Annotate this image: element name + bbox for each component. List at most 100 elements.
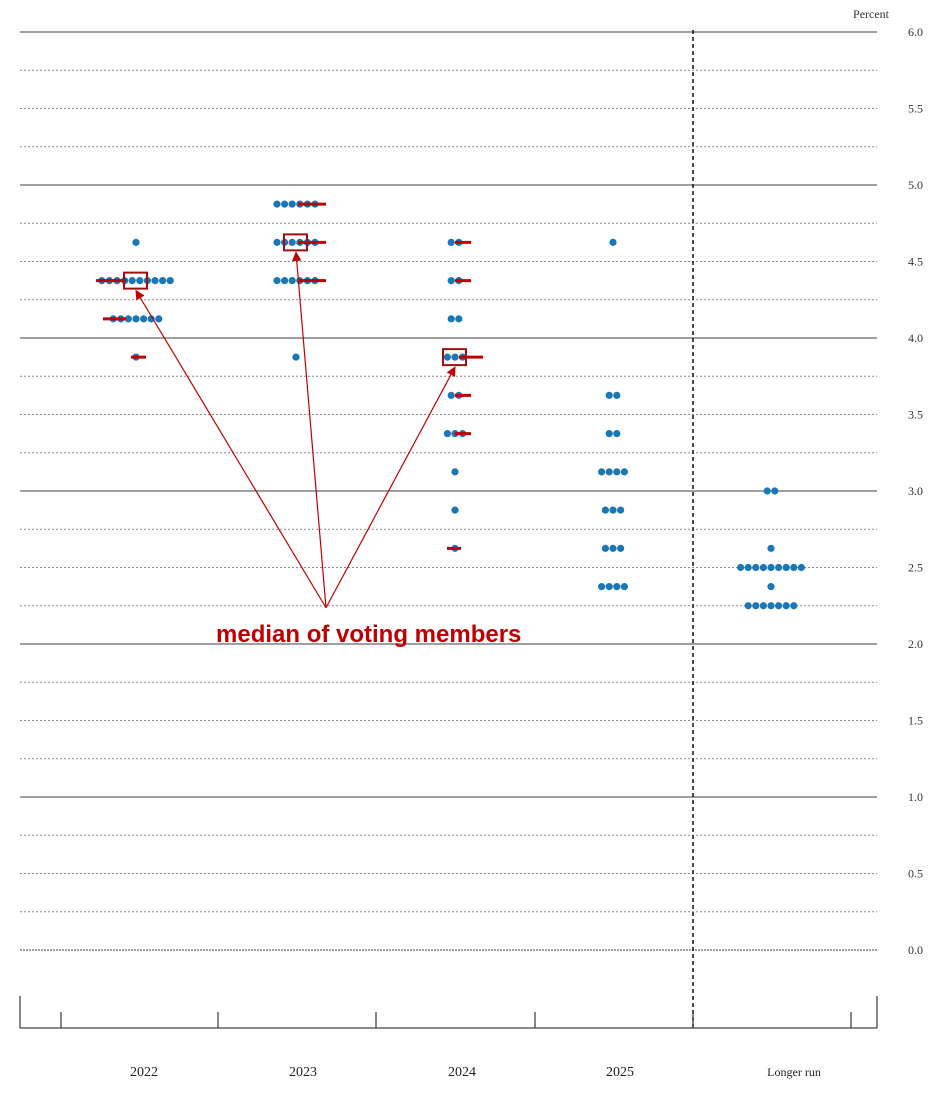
- dot-2023: [292, 353, 300, 361]
- y-tick-label: 3.5: [908, 408, 923, 422]
- annotation-arrow: [135, 289, 327, 609]
- dot-longer-run: [782, 563, 790, 572]
- dot-2022: [151, 277, 159, 285]
- dot-2024: [447, 277, 455, 285]
- dot-2022: [136, 277, 144, 285]
- dot-2024: [451, 468, 459, 476]
- x-category-label: 2023: [289, 1065, 317, 1080]
- dot-2024: [443, 430, 451, 438]
- dot-2022: [140, 315, 148, 323]
- y-tick-label: 1.0: [908, 790, 923, 804]
- y-tick-label: 6.0: [908, 25, 923, 39]
- dot-longer-run: [790, 563, 798, 572]
- dot-2025: [617, 544, 625, 552]
- dot-2025: [598, 583, 606, 591]
- dot-2025: [613, 391, 621, 399]
- dot-longer-run: [759, 563, 768, 572]
- dot-2023: [273, 277, 281, 285]
- dot-longer-run: [790, 602, 798, 610]
- dot-longer-run: [775, 602, 783, 610]
- y-axis-unit-label: Percent: [853, 7, 890, 21]
- median-box: [123, 271, 148, 290]
- dot-2023: [288, 200, 296, 208]
- dot-longer-run: [767, 583, 775, 591]
- dot-longer-run: [767, 544, 775, 552]
- dot-2022: [124, 315, 132, 323]
- dot-2022: [166, 277, 174, 285]
- dot-longer-run: [763, 487, 771, 495]
- y-tick-label: 4.0: [908, 331, 923, 345]
- y-tick-label: 4.5: [908, 255, 923, 269]
- y-tick-label: 2.0: [908, 637, 923, 651]
- y-tick-label: 5.5: [908, 102, 923, 116]
- dot-2025: [605, 430, 613, 438]
- dot-2024: [455, 315, 463, 323]
- dot-2025: [601, 506, 610, 514]
- dot-longer-run: [797, 563, 806, 572]
- dot-2024: [451, 353, 459, 361]
- dot-2025: [601, 544, 610, 552]
- dot-2025: [620, 583, 629, 591]
- x-category-label: 2025: [606, 1065, 634, 1080]
- dot-2025: [613, 430, 621, 438]
- dot-2022: [132, 315, 140, 323]
- dot-longer-run: [775, 563, 783, 572]
- dot-2023: [273, 200, 281, 208]
- dot-2022: [159, 277, 167, 285]
- dot-2024: [443, 353, 451, 361]
- annotation-arrow: [291, 251, 327, 608]
- y-tick-label: 2.5: [908, 561, 923, 575]
- dot-longer-run: [752, 563, 760, 572]
- dot-2025: [617, 506, 625, 514]
- dot-2025: [605, 583, 613, 591]
- x-category-label: 2022: [130, 1065, 158, 1080]
- dot-2022: [147, 315, 155, 323]
- axes: 0.0 0.5 1.0 1.5 2.0 2.5 3.0 3.5 4.0 4.5 5.0 5.5 6.0 2…: [19, 25, 923, 1080]
- dot-2023: [288, 238, 296, 246]
- x-category-label: Longer run: [767, 1065, 821, 1079]
- y-tick-label: 0.5: [908, 867, 923, 881]
- annotation-layer: median of voting members: [135, 251, 521, 648]
- dot-longer-run: [744, 602, 752, 610]
- dot-2024: [447, 315, 455, 323]
- annotation-arrow: [325, 366, 456, 609]
- median-markers-layer: [96, 202, 483, 550]
- gridlines: [20, 31, 877, 951]
- dot-2023: [273, 238, 281, 246]
- dot-2025: [609, 238, 617, 246]
- dot-2025: [613, 468, 621, 476]
- dot-longer-run: [767, 602, 775, 610]
- dot-2025: [598, 468, 606, 476]
- dot-longer-run: [744, 563, 752, 572]
- dot-2025: [605, 468, 613, 476]
- dot-2023: [281, 277, 289, 285]
- dot-longer-run: [759, 602, 768, 610]
- dot-2025: [620, 468, 629, 476]
- y-tick-label: 0.0: [908, 943, 923, 957]
- dot-2024: [447, 238, 455, 246]
- dot-2022: [132, 238, 140, 246]
- median-box: [283, 233, 308, 252]
- dot-2025: [605, 391, 613, 399]
- dot-2024: [447, 391, 455, 399]
- dot-longer-run: [771, 487, 779, 495]
- dot-2025: [613, 583, 621, 591]
- dot-2025: [609, 544, 617, 552]
- annotation-label: median of voting members: [216, 621, 521, 648]
- y-tick-label: 5.0: [908, 178, 923, 192]
- dot-2022: [155, 315, 163, 323]
- y-tick-label: 3.0: [908, 484, 923, 498]
- dots-layer: [98, 200, 806, 610]
- median-box: [442, 348, 467, 367]
- x-category-label: 2024: [448, 1065, 476, 1080]
- dot-2023: [288, 277, 296, 285]
- dot-longer-run: [752, 602, 760, 610]
- dot-longer-run: [737, 563, 745, 572]
- dot-longer-run: [782, 602, 790, 610]
- y-tick-label: 1.5: [908, 714, 923, 728]
- dot-longer-run: [767, 563, 775, 572]
- dot-2025: [609, 506, 617, 514]
- dot-2024: [451, 506, 459, 514]
- dot-2022: [128, 277, 136, 285]
